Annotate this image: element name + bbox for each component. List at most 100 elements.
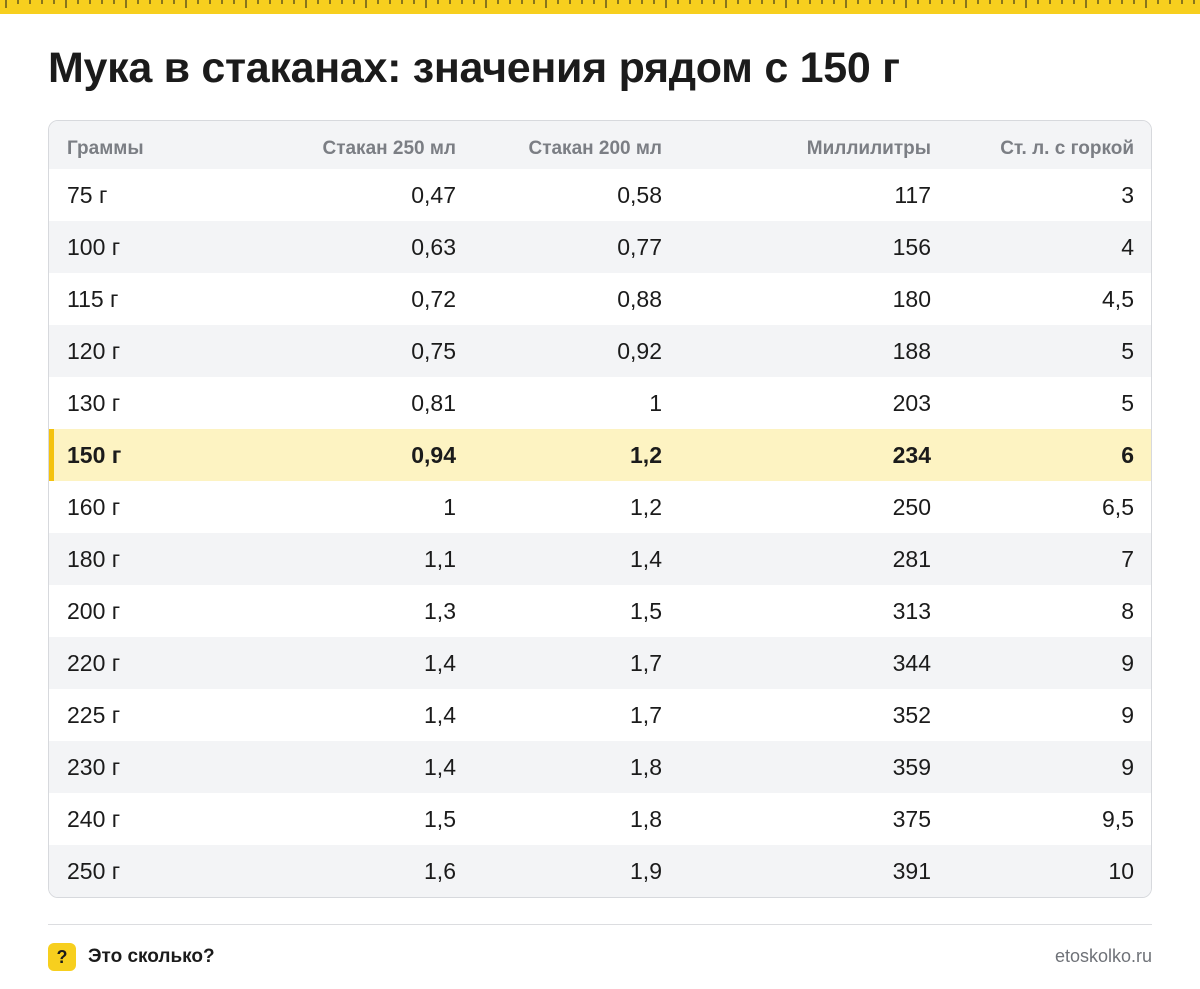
cell-cup-250: 0,63 [411, 233, 456, 260]
cell-cup-200: 1,8 [630, 753, 662, 780]
cell-tablespoons: 10 [1108, 857, 1134, 884]
table-row: 160 г 1 1,2 250 6,5 [49, 481, 1151, 533]
cell-grams: 160 г [67, 493, 121, 520]
cell-cup-250: 0,81 [411, 389, 456, 416]
cell-grams: 250 г [67, 857, 121, 884]
cell-milliliters: 281 [892, 545, 931, 572]
cell-cup-200: 1 [649, 389, 662, 416]
header-grams: Граммы [67, 138, 144, 159]
cell-cup-200: 1,2 [630, 441, 662, 468]
cell-tablespoons: 5 [1121, 389, 1134, 416]
cell-cup-200: 1,9 [630, 857, 662, 884]
cell-cup-200: 0,58 [617, 181, 662, 208]
table-row-highlighted: 150 г 0,94 1,2 234 6 [49, 429, 1151, 481]
cell-cup-200: 0,88 [617, 285, 662, 312]
cell-tablespoons: 3 [1121, 181, 1134, 208]
cell-tablespoons: 9 [1121, 701, 1134, 728]
cell-milliliters: 117 [894, 181, 931, 208]
ruler-ticks [5, 0, 1195, 8]
cell-tablespoons: 4 [1121, 233, 1134, 260]
table-row: 220 г 1,4 1,7 344 9 [49, 637, 1151, 689]
header-tablespoons: Ст. л. с горкой [1000, 138, 1134, 159]
cell-milliliters: 156 [892, 233, 931, 260]
cell-cup-200: 1,7 [630, 649, 662, 676]
table-header-row: Граммы Стакан 250 мл Стакан 200 мл Милли… [49, 121, 1151, 169]
cell-grams: 230 г [67, 753, 121, 780]
cell-cup-200: 1,8 [630, 805, 662, 832]
cell-cup-250: 1,4 [424, 701, 456, 728]
cell-milliliters: 391 [892, 857, 931, 884]
cell-milliliters: 375 [892, 805, 931, 832]
cell-cup-250: 0,47 [411, 181, 456, 208]
cell-tablespoons: 6 [1121, 441, 1134, 468]
table-row: 250 г 1,6 1,9 391 10 [49, 845, 1151, 897]
table-row: 75 г 0,47 0,58 117 3 [49, 169, 1151, 221]
cell-tablespoons: 7 [1121, 545, 1134, 572]
cell-tablespoons: 9,5 [1102, 805, 1134, 832]
cell-grams: 220 г [67, 649, 121, 676]
header-cup-250: Стакан 250 мл [322, 138, 456, 159]
cell-tablespoons: 4,5 [1102, 285, 1134, 312]
cell-cup-250: 1,6 [424, 857, 456, 884]
cell-milliliters: 234 [892, 441, 931, 468]
cell-grams: 130 г [67, 389, 121, 416]
cell-grams: 75 г [67, 181, 108, 208]
cell-cup-250: 1 [443, 493, 456, 520]
cell-cup-250: 1,4 [424, 753, 456, 780]
table-row: 100 г 0,63 0,77 156 4 [49, 221, 1151, 273]
cell-cup-250: 1,3 [424, 597, 456, 624]
table-row: 240 г 1,5 1,8 375 9,5 [49, 793, 1151, 845]
conversion-table: Граммы Стакан 250 мл Стакан 200 мл Милли… [48, 120, 1152, 898]
cell-cup-250: 0,72 [411, 285, 456, 312]
cell-grams: 240 г [67, 805, 121, 832]
cell-cup-200: 0,77 [617, 233, 662, 260]
cell-cup-250: 1,1 [424, 545, 456, 572]
table-row: 180 г 1,1 1,4 281 7 [49, 533, 1151, 585]
cell-grams: 225 г [67, 701, 121, 728]
header-cup-200: Стакан 200 мл [528, 138, 662, 159]
cell-milliliters: 359 [892, 753, 931, 780]
page-title: Мука в стаканах: значения рядом с 150 г [48, 44, 900, 92]
cell-cup-200: 1,4 [630, 545, 662, 572]
cell-milliliters: 344 [892, 649, 931, 676]
table-row: 225 г 1,4 1,7 352 9 [49, 689, 1151, 741]
cell-grams: 200 г [67, 597, 121, 624]
cell-grams: 120 г [67, 337, 121, 364]
cell-milliliters: 203 [892, 389, 931, 416]
cell-milliliters: 352 [892, 701, 931, 728]
cell-milliliters: 313 [892, 597, 931, 624]
table-row: 115 г 0,72 0,88 180 4,5 [49, 273, 1151, 325]
cell-cup-250: 1,5 [424, 805, 456, 832]
cell-milliliters: 250 [892, 493, 931, 520]
table-row: 200 г 1,3 1,5 313 8 [49, 585, 1151, 637]
measuring-tape-strip [0, 0, 1200, 14]
cell-grams: 180 г [67, 545, 121, 572]
table-row: 120 г 0,75 0,92 188 5 [49, 325, 1151, 377]
table-body: 75 г 0,47 0,58 117 3 100 г 0,63 0,77 156 4 115 г 0,… [49, 169, 1151, 897]
cell-tablespoons: 6,5 [1102, 493, 1134, 520]
cell-grams: 150 г [67, 441, 122, 468]
cell-cup-200: 1,7 [630, 701, 662, 728]
cell-cup-200: 1,5 [630, 597, 662, 624]
cell-grams: 100 г [67, 233, 121, 260]
table-row: 230 г 1,4 1,8 359 9 [49, 741, 1151, 793]
cell-cup-200: 1,2 [630, 493, 662, 520]
question-mark-badge-icon: ? [48, 943, 76, 971]
cell-cup-200: 0,92 [617, 337, 662, 364]
cell-cup-250: 0,75 [411, 337, 456, 364]
footer-divider [48, 924, 1152, 925]
cell-tablespoons: 9 [1121, 753, 1134, 780]
cell-cup-250: 0,94 [411, 441, 456, 468]
table-row: 130 г 0,81 1 203 5 [49, 377, 1151, 429]
site-link[interactable]: etoskolko.ru [1054, 946, 1152, 966]
cell-grams: 115 г [67, 285, 119, 312]
cell-tablespoons: 9 [1121, 649, 1134, 676]
footer-brand[interactable]: ? Это сколько? [48, 943, 215, 971]
cell-tablespoons: 5 [1121, 337, 1134, 364]
cell-tablespoons: 8 [1121, 597, 1134, 624]
header-milliliters: Миллилитры [806, 138, 931, 159]
cell-milliliters: 180 [892, 285, 931, 312]
cell-cup-250: 1,4 [424, 649, 456, 676]
brand-name: Это сколько? [88, 946, 215, 967]
cell-milliliters: 188 [892, 337, 931, 364]
